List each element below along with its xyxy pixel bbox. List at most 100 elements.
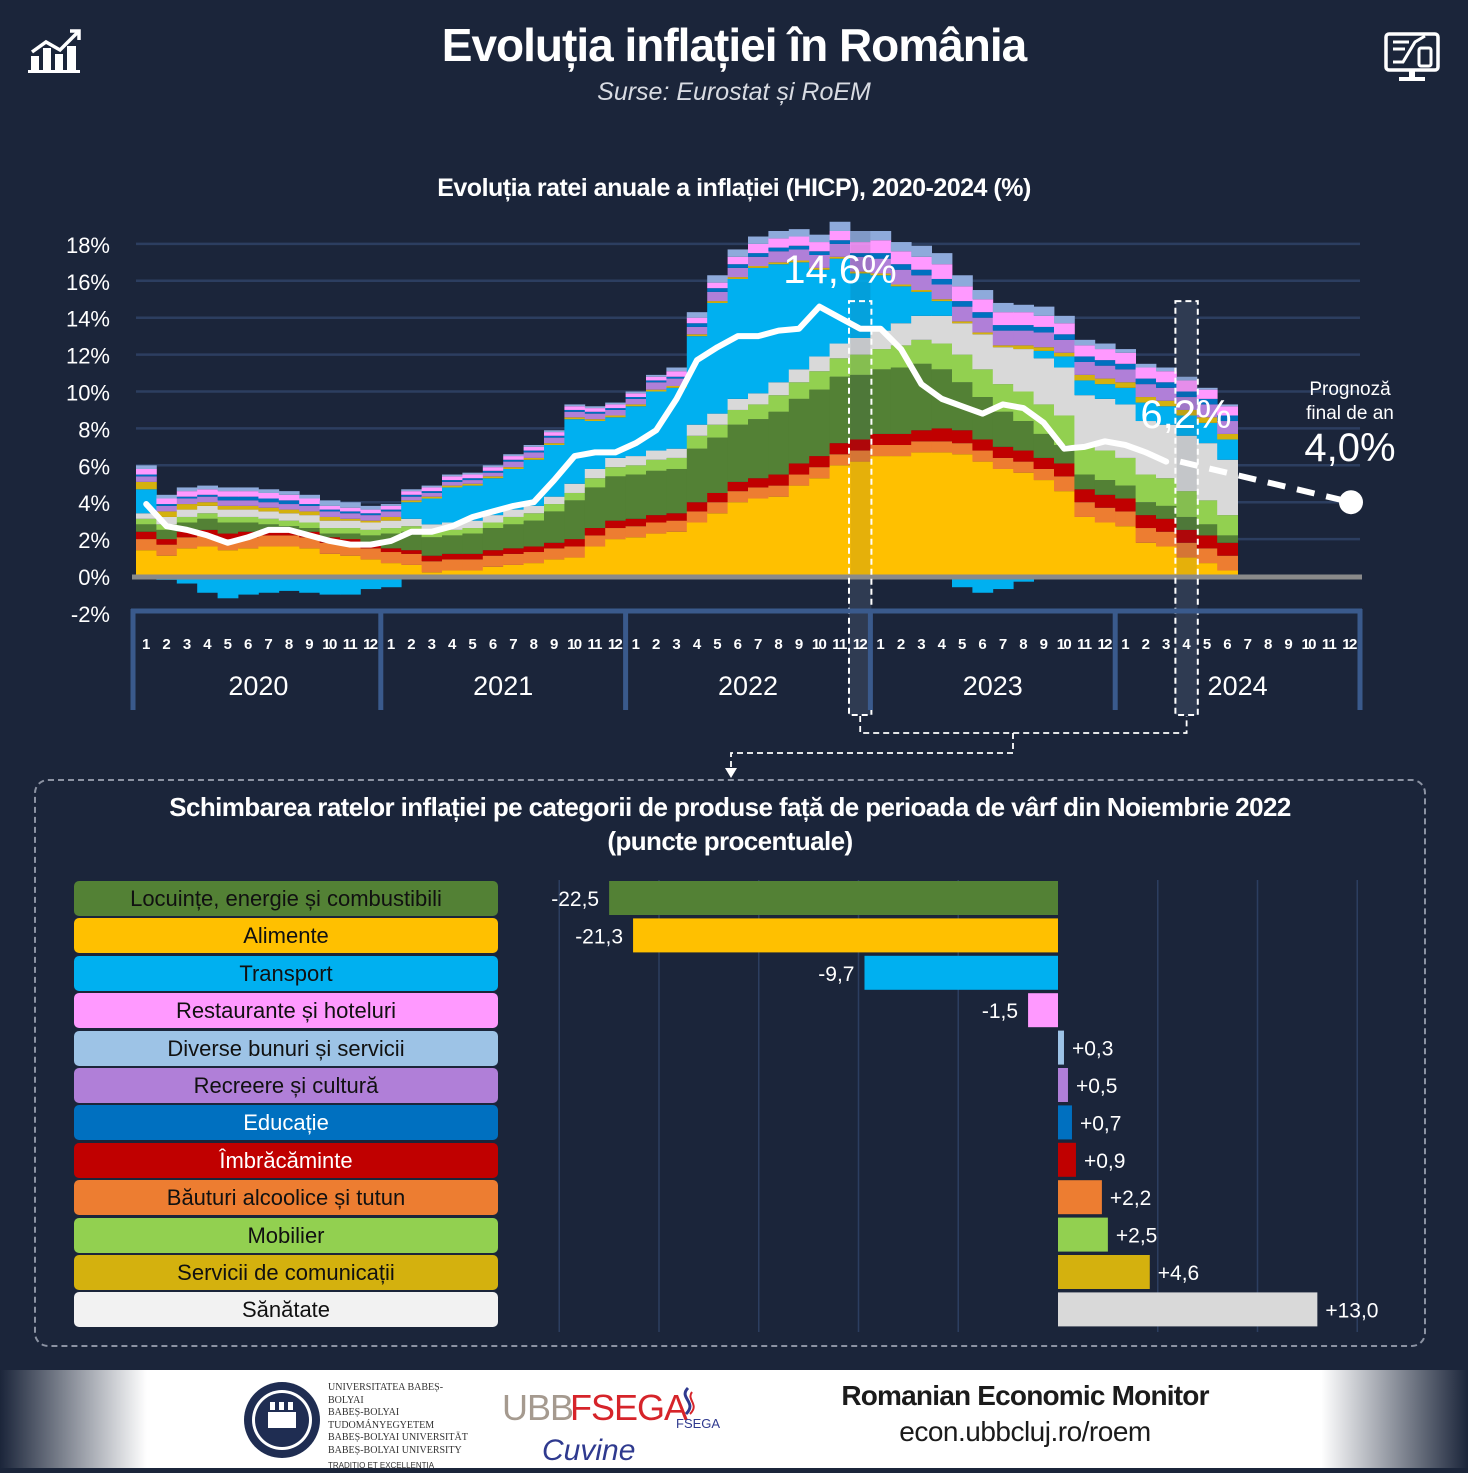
bar-segment — [462, 478, 483, 480]
bar-segment — [483, 476, 504, 478]
bar-segment — [952, 321, 973, 323]
bar-segment — [503, 460, 524, 462]
x-year-label: 2021 — [473, 671, 533, 701]
bar-segment — [320, 510, 341, 512]
bar-segment — [360, 559, 381, 576]
x-month-label: 6 — [1223, 636, 1231, 653]
bar-segment — [768, 231, 789, 238]
bar-segment — [972, 290, 993, 299]
bar-segment — [503, 565, 524, 576]
bar-segment — [605, 458, 626, 467]
bar-segment — [564, 406, 585, 410]
bar-segment — [932, 253, 953, 264]
bar-segment — [503, 554, 524, 565]
bar-segment — [605, 528, 626, 539]
monitor-url[interactable]: econ.ubbcluj.ro/roem — [800, 1416, 1250, 1448]
bar-segment — [360, 548, 381, 559]
bar-segment — [564, 417, 585, 419]
bar-segment — [1095, 508, 1116, 523]
category-label: Alimente — [74, 918, 498, 953]
bar-segment — [911, 316, 932, 340]
bar-segment — [401, 502, 422, 519]
bar-segment — [1054, 491, 1075, 576]
bar-segment — [789, 382, 810, 399]
bar-segment — [299, 515, 320, 522]
x-month-label: 1 — [632, 636, 640, 653]
x-year-label: 2022 — [718, 671, 778, 701]
x-month-label: 5 — [468, 636, 476, 653]
x-month-label: 11 — [588, 636, 603, 653]
bar-segment — [1115, 511, 1136, 526]
x-month-label: 7 — [1244, 636, 1252, 653]
bar-segment — [299, 495, 320, 499]
value-label: +0,3 — [1072, 1038, 1113, 1061]
bar-segment — [136, 550, 157, 576]
bar-segment — [177, 491, 198, 497]
bar-segment — [544, 438, 565, 444]
bar-segment — [993, 458, 1014, 469]
bar-segment — [728, 491, 749, 502]
bar-segment — [585, 478, 606, 487]
bar-segment — [401, 489, 422, 491]
bar-segment — [381, 528, 402, 534]
arrow-down-icon — [725, 768, 737, 778]
change-bar — [1058, 1292, 1317, 1326]
bar-segment — [218, 506, 239, 510]
bar-segment — [870, 231, 891, 240]
bar-segment — [483, 465, 504, 467]
bar-segment — [401, 565, 422, 576]
bar-segment — [340, 519, 361, 521]
bar-segment — [1136, 528, 1157, 543]
bar-segment — [1115, 388, 1136, 405]
bar-segment — [993, 325, 1014, 331]
bar-segment — [564, 484, 585, 493]
bar-segment — [524, 546, 545, 552]
bar-segment — [728, 277, 749, 279]
x-month-label: 7 — [754, 636, 762, 653]
bar-segment — [687, 449, 708, 503]
ubb-name-text: UNIVERSITATEA BABEȘ-BOLYAI BABEȘ-BOLYAI … — [328, 1382, 468, 1473]
bar-segment — [789, 463, 810, 474]
category-label: Restaurante și hoteluri — [74, 993, 498, 1028]
bar-segment — [1136, 379, 1157, 385]
bar-segment — [1136, 543, 1157, 576]
value-label: +0,7 — [1080, 1112, 1121, 1135]
bar-segment — [1115, 353, 1136, 364]
bar-segment — [177, 504, 198, 510]
bar-segment — [483, 467, 504, 471]
ubb-name-line: BABEȘ-BOLYAI UNIVERSITY — [328, 1445, 468, 1458]
x-month-label: 10 — [322, 636, 337, 653]
x-month-label: 7 — [509, 636, 517, 653]
x-month-label: 2 — [652, 636, 660, 653]
latest-label: 6,2% — [1140, 393, 1231, 437]
bar-segment — [830, 465, 851, 576]
bar-segment — [1034, 347, 1055, 351]
bar-segment — [197, 546, 218, 576]
bar-segment — [972, 318, 993, 333]
bar-segment — [809, 356, 830, 371]
bar-segment — [687, 318, 708, 324]
x-month-label: 7 — [999, 636, 1007, 653]
bar-segment — [768, 382, 789, 395]
change-bar — [1058, 1180, 1102, 1214]
bar-segment — [299, 506, 320, 512]
change-bar — [1058, 1218, 1108, 1252]
bar-segment — [666, 458, 687, 469]
bar-segment — [1176, 377, 1197, 381]
bar-segment — [646, 375, 667, 377]
y-tick-label: 8% — [78, 417, 110, 442]
bar-segment — [585, 421, 606, 469]
x-month-label: 4 — [938, 636, 947, 653]
bar-segment — [360, 515, 381, 521]
bar-segment — [646, 515, 667, 522]
bar-segment — [422, 556, 443, 562]
bar-segment — [156, 495, 177, 499]
bar-segment — [197, 578, 218, 593]
bar-segment — [952, 323, 973, 354]
bar-segment — [381, 552, 402, 563]
bar-segment — [768, 395, 789, 412]
bar-segment — [911, 290, 932, 292]
y-tick-label: 18% — [66, 233, 110, 258]
value-label: +0,5 — [1076, 1075, 1117, 1098]
bar-segment — [1074, 345, 1095, 356]
